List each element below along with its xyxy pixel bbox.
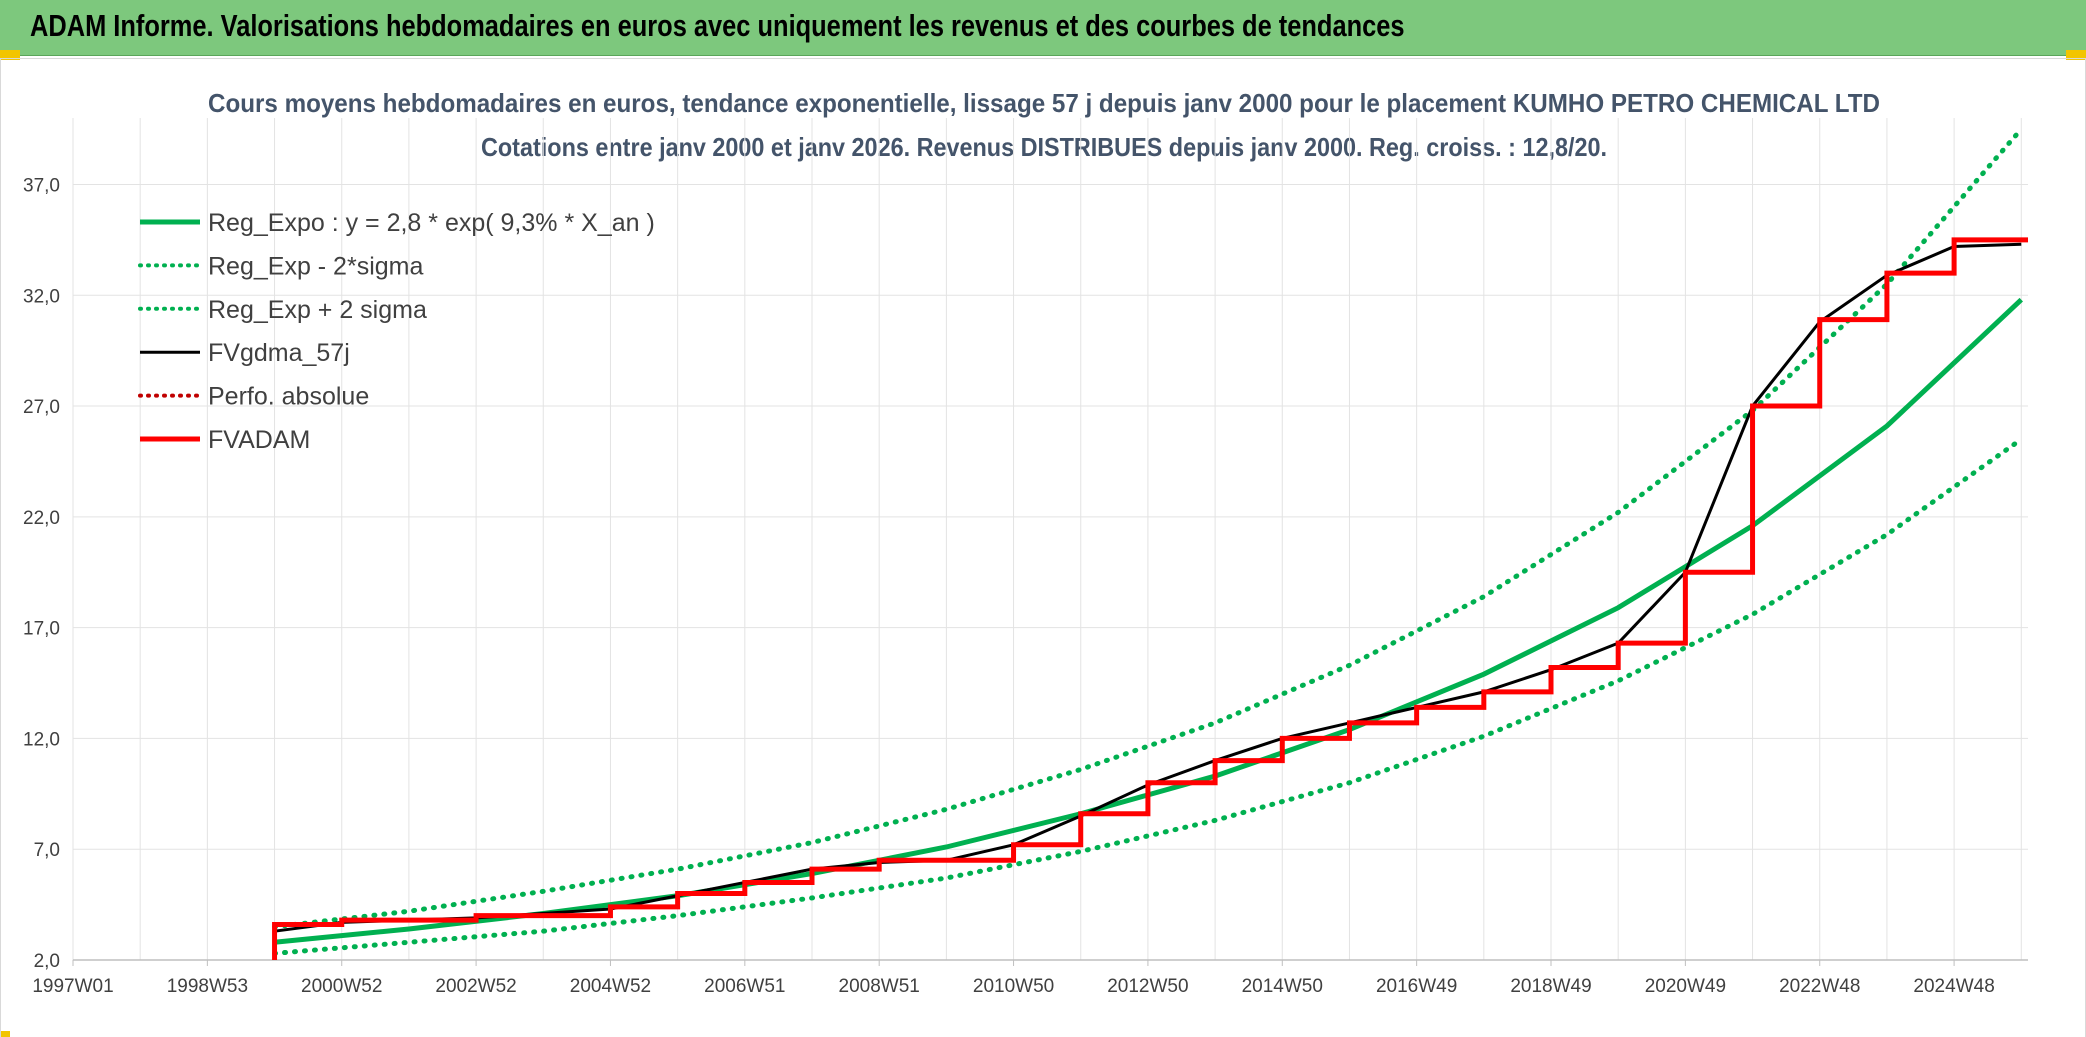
x-tick-label: 2012W50 — [1107, 976, 1188, 997]
x-tick-label: 2006W51 — [704, 976, 785, 997]
legend-label-4: Perfo. absolue — [208, 383, 369, 411]
x-tick-label: 2020W49 — [1645, 976, 1726, 997]
corner-accent-left — [0, 50, 20, 60]
y-tick-label: 2,0 — [34, 951, 60, 972]
y-tick-label: 22,0 — [23, 508, 60, 529]
x-tick-label: 2014W50 — [1242, 976, 1323, 997]
corner-accent-bottom-left — [0, 1031, 10, 1037]
x-tick-label: 2002W52 — [435, 976, 516, 997]
x-tick-label: 2024W48 — [1913, 976, 1994, 997]
y-tick-label: 32,0 — [23, 286, 60, 307]
chart-title-line-1: Cours moyens hebdomadaires en euros, ten… — [208, 88, 1880, 118]
series-line-2 — [272, 126, 2024, 930]
corner-accent-right — [2066, 50, 2086, 60]
legend: Reg_Expo : y = 2,8 * exp( 9,3% * X_an ) R… — [138, 209, 655, 454]
y-tick-label: 7,0 — [34, 840, 60, 861]
x-tick-label: 2004W52 — [570, 976, 651, 997]
legend-label-1: Reg_Exp - 2*sigma — [208, 252, 423, 280]
series-line-1 — [272, 436, 2024, 956]
series-layer — [272, 126, 2028, 960]
x-tick-label: 1997W01 — [32, 976, 113, 997]
x-tick-label: 2010W50 — [973, 976, 1054, 997]
x-tick-label: 2008W51 — [839, 976, 920, 997]
y-tick-label: 17,0 — [23, 619, 60, 640]
legend-label-3: FVgdma_57j — [208, 339, 350, 367]
report-title: ADAM Informe. Valorisations hebdomadaire… — [30, 8, 1405, 43]
y-tick-label: 27,0 — [23, 397, 60, 418]
x-tick-label: 2000W52 — [301, 976, 382, 997]
x-tick-label: 1998W53 — [167, 976, 248, 997]
series-line-5 — [272, 237, 2028, 960]
y-tick-label: 37,0 — [23, 175, 60, 196]
y-tick-label: 12,0 — [23, 729, 60, 750]
report-banner: ADAM Informe. Valorisations hebdomadaire… — [0, 0, 2086, 56]
x-tick-label: 2022W48 — [1779, 976, 1860, 997]
legend-label-0: Reg_Expo : y = 2,8 * exp( 9,3% * X_an ) — [208, 209, 655, 237]
legend-label-2: Reg_Exp + 2 sigma — [208, 296, 427, 324]
x-tick-label: 2018W49 — [1510, 976, 1591, 997]
axes: 2,0 7,0 12,0 17,0 22,0 27,0 32,0 37,0 1997W01 199… — [23, 175, 2028, 997]
x-tick-label: 2016W49 — [1376, 976, 1457, 997]
legend-label-5: FVADAM — [208, 426, 310, 454]
chart-title-line-2: Cotations entre janv 2000 et janv 2026. … — [481, 132, 1607, 162]
